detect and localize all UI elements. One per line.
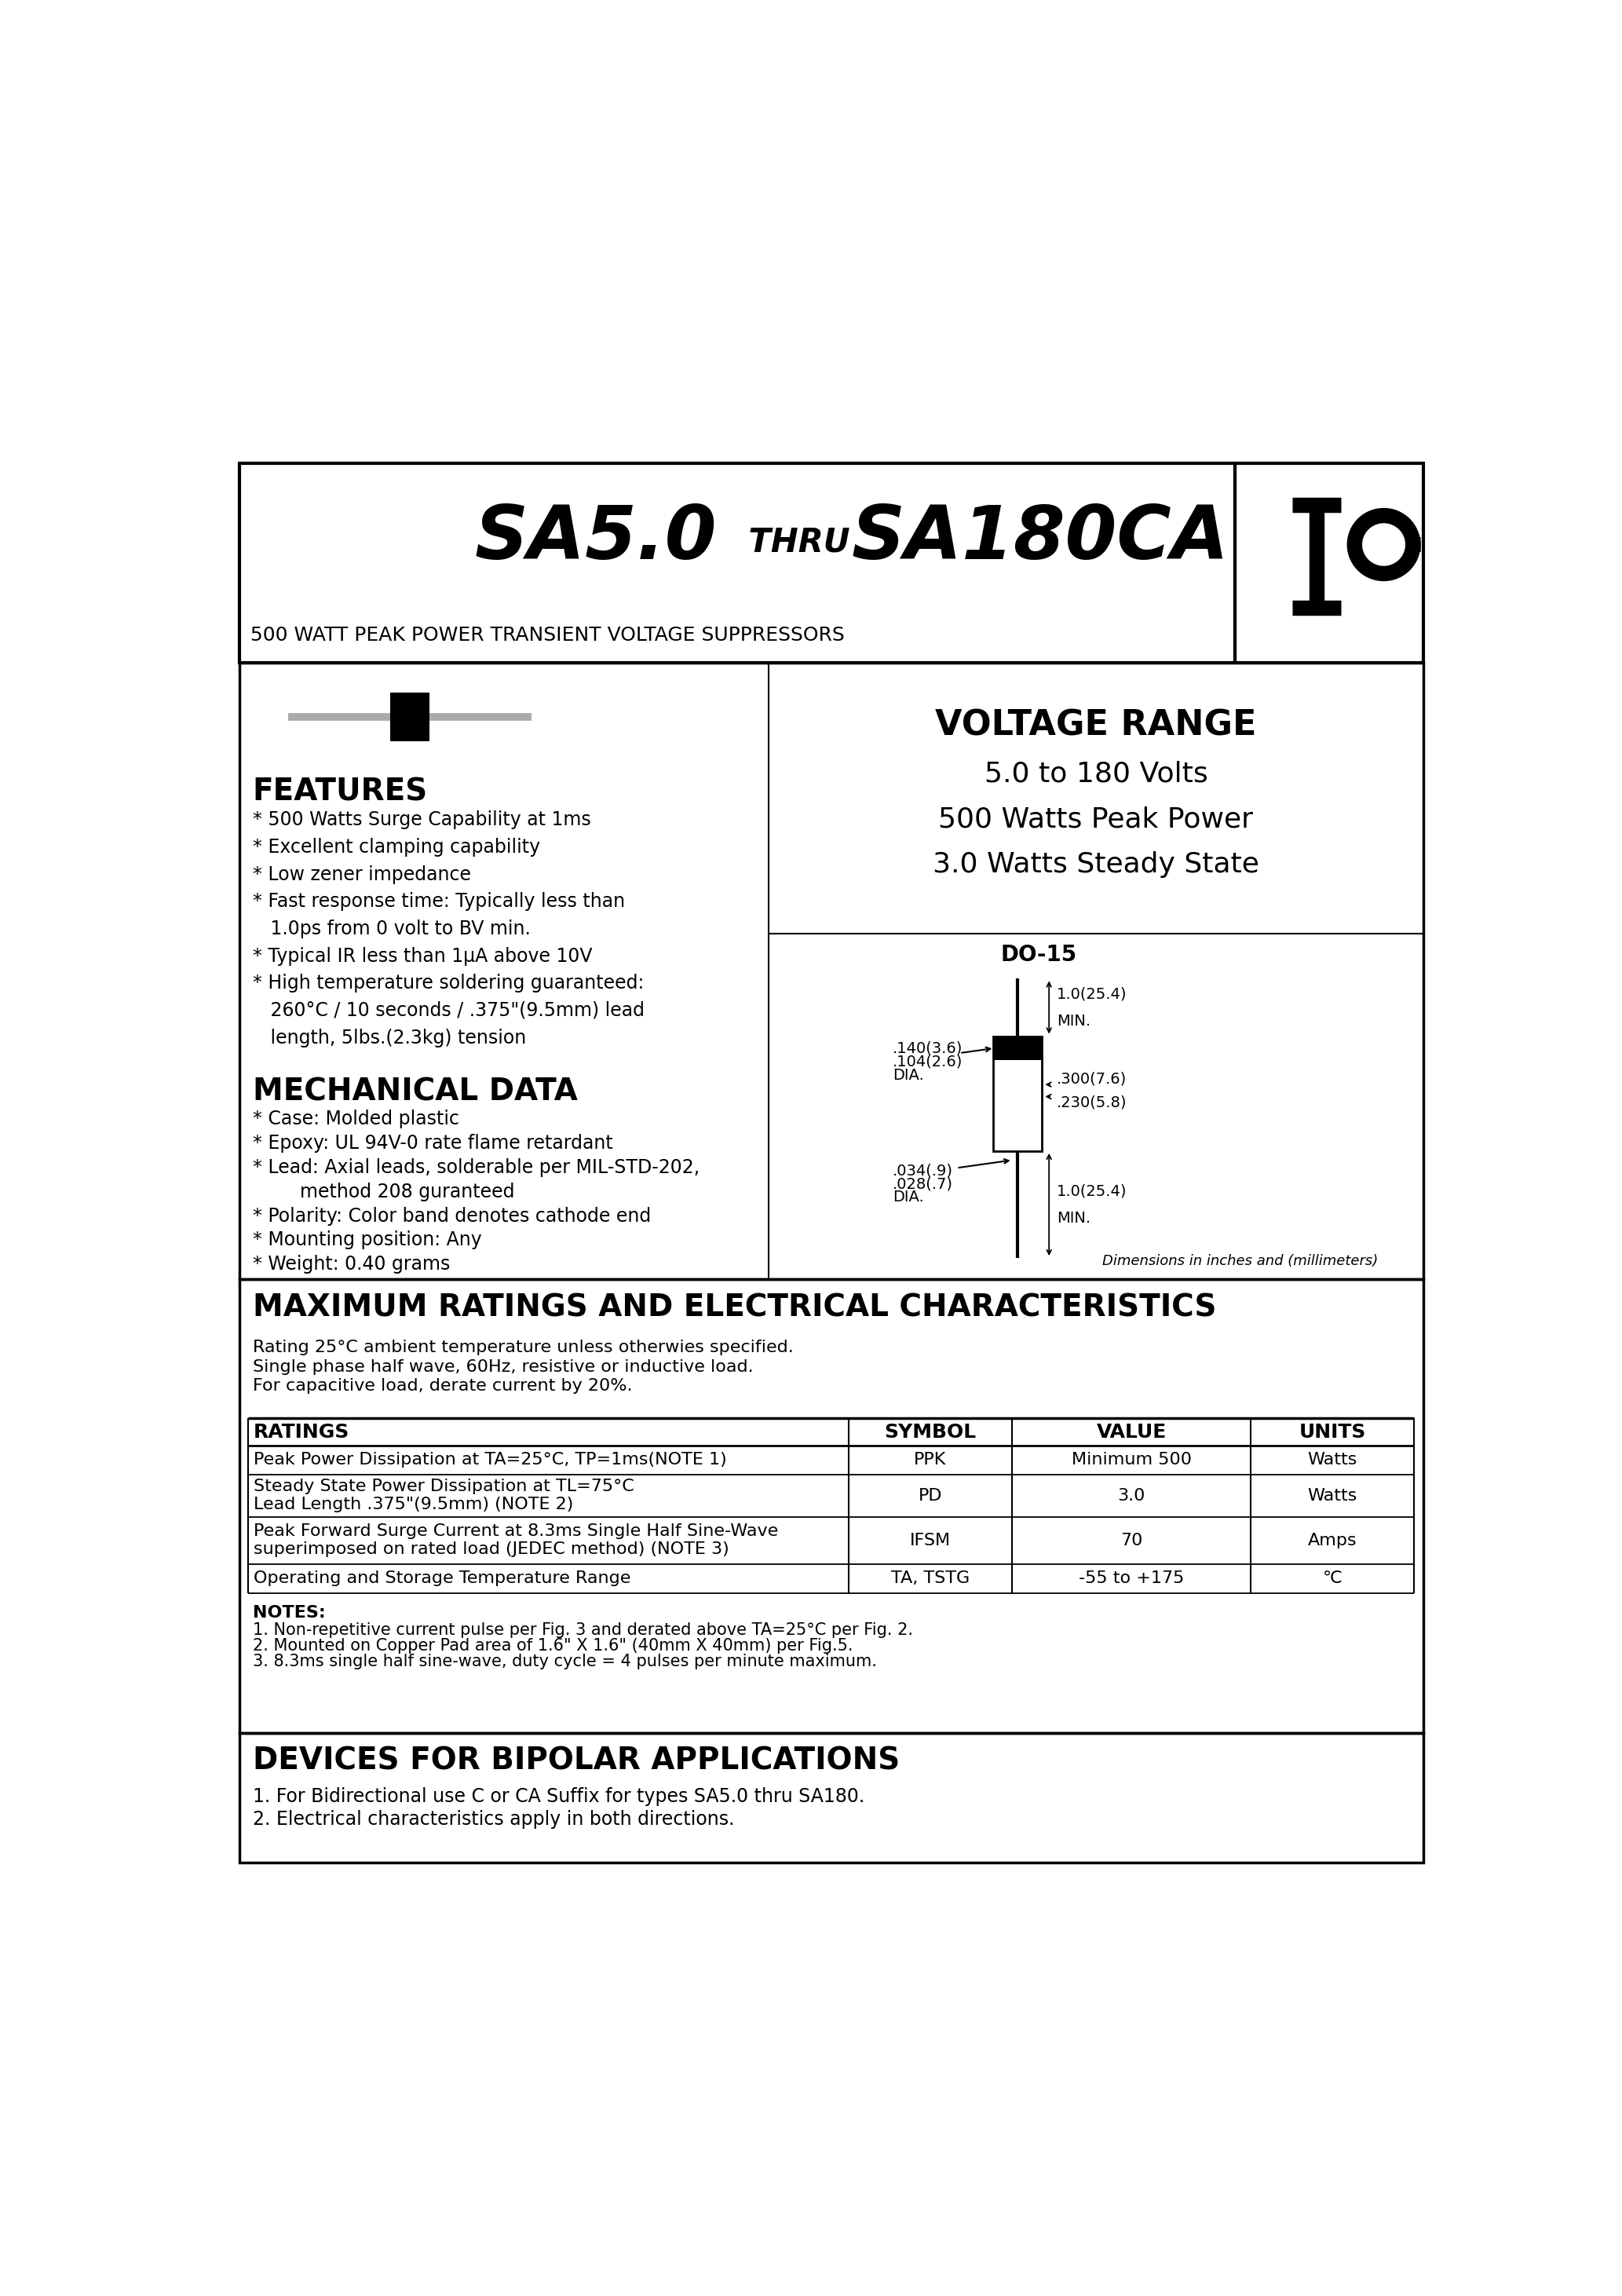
Text: Amps: Amps (1307, 1531, 1358, 1548)
Text: .230(5.8): .230(5.8) (1058, 1095, 1127, 1109)
Bar (993, 1035, 1041, 1150)
Text: * Weight: 0.40 grams: * Weight: 0.40 grams (253, 1256, 449, 1274)
Bar (240, 464, 1234, 664)
Bar (391, 693, 430, 742)
Text: VALUE: VALUE (1096, 1424, 1166, 1442)
Text: For capacitive load, derate current by 20%.: For capacitive load, derate current by 2… (253, 1378, 633, 1394)
Text: THRU: THRU (736, 526, 861, 558)
Text: UNITS: UNITS (1299, 1424, 1366, 1442)
Text: * Case: Molded plastic: * Case: Molded plastic (253, 1109, 459, 1130)
Text: -55 to +175: -55 to +175 (1079, 1570, 1184, 1587)
Text: .104(2.6): .104(2.6) (892, 1054, 963, 1070)
Bar (240, 1279, 1422, 1733)
Text: Watts: Watts (1307, 1451, 1358, 1467)
Bar (240, 1733, 1422, 1862)
Text: .140(3.6): .140(3.6) (892, 1040, 963, 1056)
Text: 500 WATT PEAK POWER TRANSIENT VOLTAGE SUPPRESSORS: 500 WATT PEAK POWER TRANSIENT VOLTAGE SU… (250, 625, 845, 645)
Text: MIN.: MIN. (1058, 1013, 1090, 1029)
Text: Single phase half wave, 60Hz, resistive or inductive load.: Single phase half wave, 60Hz, resistive … (253, 1359, 753, 1375)
Text: 5.0 to 180 Volts: 5.0 to 180 Volts (985, 760, 1208, 788)
Text: RATINGS: RATINGS (253, 1424, 349, 1442)
Text: PPK: PPK (915, 1451, 947, 1467)
Text: NOTES:: NOTES: (253, 1605, 326, 1621)
Bar (1234, 464, 1422, 664)
Text: superimposed on rated load (JEDEC method) (NOTE 3): superimposed on rated load (JEDEC method… (253, 1541, 728, 1557)
Text: .034(.9): .034(.9) (892, 1164, 954, 1178)
Text: SA5.0: SA5.0 (475, 503, 717, 574)
Text: MAXIMUM RATINGS AND ELECTRICAL CHARACTERISTICS: MAXIMUM RATINGS AND ELECTRICAL CHARACTER… (253, 1293, 1216, 1322)
Bar (993, 1035, 1041, 1061)
Text: 1.0(25.4): 1.0(25.4) (1058, 987, 1127, 1001)
Text: MIN.: MIN. (1058, 1210, 1090, 1226)
Text: 3. 8.3ms single half sine-wave, duty cycle = 4 pulses per minute maximum.: 3. 8.3ms single half sine-wave, duty cyc… (253, 1653, 878, 1669)
Text: TA, TSTG: TA, TSTG (890, 1570, 970, 1587)
Text: * Excellent clamping capability: * Excellent clamping capability (253, 838, 540, 856)
Text: * Polarity: Color band denotes cathode end: * Polarity: Color band denotes cathode e… (253, 1208, 650, 1226)
Text: PD: PD (918, 1488, 942, 1504)
Text: * Low zener impedance: * Low zener impedance (253, 866, 470, 884)
Bar (240, 664, 1422, 1279)
Text: IFSM: IFSM (910, 1531, 950, 1548)
Text: VOLTAGE RANGE: VOLTAGE RANGE (936, 709, 1257, 742)
Text: 2. Electrical characteristics apply in both directions.: 2. Electrical characteristics apply in b… (253, 1809, 735, 1830)
Text: * Epoxy: UL 94V-0 rate flame retardant: * Epoxy: UL 94V-0 rate flame retardant (253, 1134, 613, 1153)
Text: Peak Forward Surge Current at 8.3ms Single Half Sine-Wave: Peak Forward Surge Current at 8.3ms Sing… (253, 1525, 779, 1538)
Text: * Mounting position: Any: * Mounting position: Any (253, 1231, 482, 1249)
Text: 2. Mounted on Copper Pad area of 1.6" X 1.6" (40mm X 40mm) per Fig.5.: 2. Mounted on Copper Pad area of 1.6" X … (253, 1637, 853, 1653)
Text: * 500 Watts Surge Capability at 1ms: * 500 Watts Surge Capability at 1ms (253, 810, 590, 829)
Text: Rating 25°C ambient temperature unless otherwies specified.: Rating 25°C ambient temperature unless o… (253, 1339, 793, 1355)
Text: SYMBOL: SYMBOL (884, 1424, 976, 1442)
Text: MECHANICAL DATA: MECHANICAL DATA (253, 1077, 577, 1107)
Text: Lead Length .375"(9.5mm) (NOTE 2): Lead Length .375"(9.5mm) (NOTE 2) (253, 1497, 573, 1513)
Text: ℃: ℃ (1324, 1570, 1343, 1587)
Text: length, 5lbs.(2.3kg) tension: length, 5lbs.(2.3kg) tension (253, 1029, 526, 1047)
Text: DO-15: DO-15 (1001, 944, 1077, 967)
Text: .028(.7): .028(.7) (892, 1176, 954, 1192)
Text: method 208 guranteed: method 208 guranteed (253, 1182, 514, 1201)
Text: DIA.: DIA. (892, 1068, 925, 1081)
Text: 1. For Bidirectional use C or CA Suffix for types SA5.0 thru SA180.: 1. For Bidirectional use C or CA Suffix … (253, 1786, 865, 1807)
Text: Peak Power Dissipation at TA=25°C, TP=1ms(NOTE 1): Peak Power Dissipation at TA=25°C, TP=1m… (253, 1451, 727, 1467)
Text: 500 Watts Peak Power: 500 Watts Peak Power (939, 806, 1254, 833)
Text: 1. Non-repetitive current pulse per Fig. 3 and derated above TA=25°C per Fig. 2.: 1. Non-repetitive current pulse per Fig.… (253, 1621, 913, 1637)
Text: SA180CA: SA180CA (852, 503, 1229, 574)
Text: Watts: Watts (1307, 1488, 1358, 1504)
Text: 260°C / 10 seconds / .375"(9.5mm) lead: 260°C / 10 seconds / .375"(9.5mm) lead (253, 1001, 644, 1019)
Text: 70: 70 (1121, 1531, 1142, 1548)
Text: .300(7.6): .300(7.6) (1058, 1072, 1127, 1086)
Text: Steady State Power Dissipation at TL=75°C: Steady State Power Dissipation at TL=75°… (253, 1479, 634, 1495)
Text: DEVICES FOR BIPOLAR APPLICATIONS: DEVICES FOR BIPOLAR APPLICATIONS (253, 1745, 900, 1775)
Text: Operating and Storage Temperature Range: Operating and Storage Temperature Range (253, 1570, 631, 1587)
Text: 3.0: 3.0 (1118, 1488, 1145, 1504)
Text: * Lead: Axial leads, solderable per MIL-STD-202,: * Lead: Axial leads, solderable per MIL-… (253, 1157, 699, 1178)
Text: 1.0(25.4): 1.0(25.4) (1058, 1182, 1127, 1199)
Text: FEATURES: FEATURES (253, 778, 428, 808)
Text: * Typical IR less than 1μA above 10V: * Typical IR less than 1μA above 10V (253, 946, 592, 967)
Text: 1.0ps from 0 volt to BV min.: 1.0ps from 0 volt to BV min. (253, 918, 530, 939)
Text: * High temperature soldering guaranteed:: * High temperature soldering guaranteed: (253, 974, 644, 992)
Text: 3.0 Watts Steady State: 3.0 Watts Steady State (933, 852, 1259, 877)
Text: * Fast response time: Typically less than: * Fast response time: Typically less tha… (253, 893, 624, 912)
Text: Dimensions in inches and (millimeters): Dimensions in inches and (millimeters) (1101, 1254, 1377, 1267)
Text: DIA.: DIA. (892, 1189, 925, 1205)
Text: Minimum 500: Minimum 500 (1072, 1451, 1192, 1467)
